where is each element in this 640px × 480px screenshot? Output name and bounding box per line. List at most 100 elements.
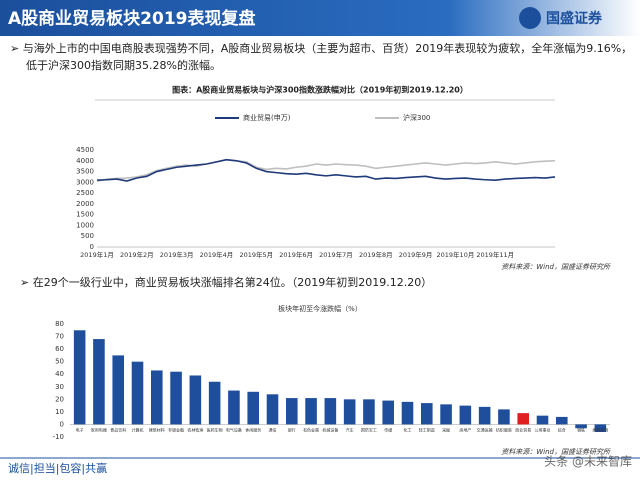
y-tick-label: 1500 <box>76 211 94 219</box>
bar <box>594 424 607 432</box>
bar <box>112 355 124 425</box>
x-tick-label: 2019年4月 <box>200 250 234 259</box>
bar <box>131 361 144 425</box>
y-tick-label: 4500 <box>76 146 94 154</box>
bar <box>440 404 452 425</box>
bar <box>556 416 568 425</box>
bar <box>343 399 356 425</box>
logo-text: 国盛证券 <box>546 10 603 27</box>
x-tick-label: 汽车 <box>346 426 354 432</box>
x-tick-label: 通信 <box>269 426 277 432</box>
bar <box>498 409 510 425</box>
y-tick-label: -10 <box>53 433 64 441</box>
y-tick-label: 50 <box>55 358 64 366</box>
x-tick-label: 有色金属 <box>303 426 319 432</box>
x-tick-label: 公用事业 <box>535 426 551 432</box>
x-tick-label: 轻工制造 <box>419 426 435 432</box>
x-tick-label: 2019年3月 <box>160 250 194 259</box>
x-tick-label: 交通运输 <box>477 426 493 432</box>
source-1: 资料来源：Wind，国盛证券研究所 <box>501 263 611 271</box>
bar <box>305 398 317 425</box>
x-tick-label: 计算机 <box>132 426 144 432</box>
y-tick-label: 80 <box>55 320 64 328</box>
bar <box>363 399 375 425</box>
x-tick-label: 建筑材料 <box>149 426 165 432</box>
legend-label: 商业贸易(申万) <box>243 113 291 122</box>
y-tick-label: 0 <box>60 420 64 428</box>
y-tick-label: 3500 <box>76 168 94 176</box>
x-tick-label: 电气设备 <box>226 426 242 432</box>
bar <box>421 403 433 425</box>
y-tick-label: 30 <box>55 383 64 391</box>
x-tick-label: 医药生物 <box>207 426 223 432</box>
bar <box>382 400 394 425</box>
x-tick-label: 农林牧渔 <box>187 426 203 432</box>
bar <box>73 330 86 425</box>
x-tick-label: 休闲服务 <box>245 426 261 432</box>
bar <box>93 339 105 425</box>
bar <box>401 401 414 425</box>
bar <box>247 391 259 425</box>
bar <box>189 375 202 425</box>
bar <box>459 405 472 425</box>
x-tick-label: 机械设备 <box>322 426 338 432</box>
x-tick-label: 房地产 <box>459 426 471 432</box>
chart-title: 板块年初至今涨跌幅（%） <box>278 304 362 313</box>
y-tick-label: 3000 <box>76 178 94 186</box>
legend-label: 沪深300 <box>403 113 430 122</box>
y-tick-label: 2000 <box>76 200 94 208</box>
series-line <box>96 158 556 182</box>
x-tick-label: 商业贸易 <box>515 426 531 432</box>
x-tick-label: 2019年6月 <box>279 250 313 259</box>
bar <box>478 406 491 425</box>
x-tick-label: 纺织服装 <box>496 426 512 432</box>
x-tick-label: 传媒 <box>384 426 392 432</box>
x-tick-label: 2019年8月 <box>359 250 393 259</box>
bullet-1-box: ➢ 与海外上市的中国电商股表现强势不同，A股商业贸易板块（主要为超市、百货）20… <box>10 42 633 72</box>
x-tick-label: 非银金融 <box>168 426 184 432</box>
y-tick-label: 500 <box>81 232 94 240</box>
source-2: 资料来源：Wind，国盛证券研究所 <box>501 448 611 456</box>
x-tick-label: 家用电器 <box>91 426 107 432</box>
footer-text: 诚信|担当|包容|共赢 <box>8 461 107 475</box>
bar <box>266 394 279 425</box>
bar <box>208 381 221 425</box>
x-tick-label: 食品饮料 <box>110 426 126 432</box>
y-tick-label: 0 <box>90 243 94 251</box>
x-tick-label: 2019年1月 <box>80 250 114 259</box>
bullet-2: 在29个一级行业中，商业贸易板块涨幅排名第24位。（2019年初到2019.12… <box>32 276 433 289</box>
y-tick-label: 2500 <box>76 189 94 197</box>
y-tick-label: 70 <box>55 333 64 341</box>
x-tick-label: 2019年9月 <box>399 250 433 259</box>
x-tick-label: 综合 <box>558 426 566 432</box>
x-tick-label: 2019年11月 <box>476 250 514 259</box>
watermark: 头条 @未来智库 <box>544 454 632 469</box>
y-tick-label: 40 <box>55 370 64 378</box>
x-tick-label: 采掘 <box>442 426 450 432</box>
bar <box>228 390 240 425</box>
x-tick-label: 钢铁 <box>577 426 585 432</box>
bar <box>575 424 587 429</box>
bar <box>151 370 163 425</box>
bar <box>170 371 182 425</box>
y-tick-label: 1000 <box>76 221 94 229</box>
x-tick-label: 2019年10月 <box>437 250 475 259</box>
x-tick-label: 2019年2月 <box>120 250 154 259</box>
x-tick-label: 银行 <box>288 426 296 432</box>
bar <box>536 415 549 425</box>
x-tick-label: 国防军工 <box>361 426 377 432</box>
y-tick-label: 4000 <box>76 157 94 165</box>
y-tick-label: 20 <box>55 395 64 403</box>
series-line <box>96 158 556 183</box>
bullet-2-box: ➢ 在29个一级行业中，商业贸易板块涨幅排名第24位。（2019年初到2019.… <box>20 276 433 289</box>
bullet-1: 与海外上市的中国电商股表现强势不同，A股商业贸易板块（主要为超市、百货）2019… <box>22 42 633 72</box>
logo-icon <box>519 7 541 29</box>
bar <box>517 413 529 425</box>
bar <box>286 398 298 425</box>
header-title: A股商业贸易板块2019表现复盘 <box>8 8 255 29</box>
chart-title: 图表：A股商业贸易板块与沪深300指数涨跌幅对比（2019年初到2019.12.… <box>172 85 468 95</box>
x-tick-label: 2019年7月 <box>319 250 353 259</box>
x-tick-label: 2019年5月 <box>239 250 273 259</box>
